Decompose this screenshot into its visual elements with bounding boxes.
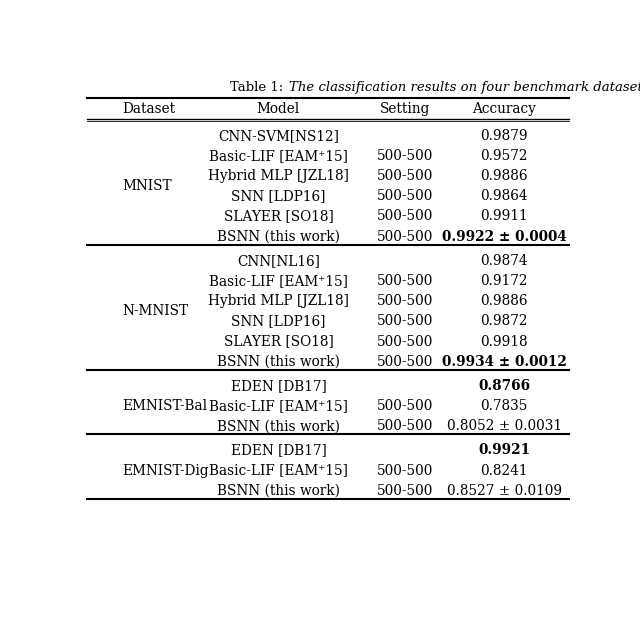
Text: 0.9872: 0.9872 bbox=[481, 314, 528, 328]
Text: 0.9864: 0.9864 bbox=[480, 189, 528, 203]
Text: 500-500: 500-500 bbox=[377, 419, 433, 433]
Text: The classification results on four benchmark datasets.: The classification results on four bench… bbox=[289, 81, 640, 94]
Text: Table 1:: Table 1: bbox=[230, 81, 287, 94]
Text: 500-500: 500-500 bbox=[377, 209, 433, 224]
Text: Basic-LIF [EAM⁺15]: Basic-LIF [EAM⁺15] bbox=[209, 464, 348, 478]
Text: Dataset: Dataset bbox=[122, 102, 175, 116]
Text: SNN [LDP16]: SNN [LDP16] bbox=[231, 189, 326, 203]
Text: EMNIST-Bal: EMNIST-Bal bbox=[122, 399, 207, 413]
Text: 0.9886: 0.9886 bbox=[481, 294, 528, 308]
Text: SLAYER [SO18]: SLAYER [SO18] bbox=[223, 334, 333, 349]
Text: 500-500: 500-500 bbox=[377, 294, 433, 308]
Text: SLAYER [SO18]: SLAYER [SO18] bbox=[223, 209, 333, 224]
Text: Hybrid MLP [JZL18]: Hybrid MLP [JZL18] bbox=[208, 169, 349, 183]
Text: 500-500: 500-500 bbox=[377, 149, 433, 163]
Text: 0.8766: 0.8766 bbox=[478, 379, 530, 393]
Text: Basic-LIF [EAM⁺15]: Basic-LIF [EAM⁺15] bbox=[209, 149, 348, 163]
Text: 500-500: 500-500 bbox=[377, 169, 433, 183]
Text: CNN[NL16]: CNN[NL16] bbox=[237, 254, 320, 268]
Text: 500-500: 500-500 bbox=[377, 399, 433, 413]
Text: 500-500: 500-500 bbox=[377, 334, 433, 349]
Text: BSNN (this work): BSNN (this work) bbox=[217, 419, 340, 433]
Text: 0.9572: 0.9572 bbox=[481, 149, 528, 163]
Text: Model: Model bbox=[257, 102, 300, 116]
Text: 0.9921: 0.9921 bbox=[478, 443, 530, 458]
Text: 0.8241: 0.8241 bbox=[481, 464, 528, 478]
Text: 500-500: 500-500 bbox=[377, 484, 433, 498]
Text: N-MNIST: N-MNIST bbox=[122, 304, 188, 318]
Text: 500-500: 500-500 bbox=[377, 274, 433, 288]
Text: 500-500: 500-500 bbox=[377, 230, 433, 244]
Text: SNN [LDP16]: SNN [LDP16] bbox=[231, 314, 326, 328]
Text: 0.9874: 0.9874 bbox=[480, 254, 528, 268]
Text: Accuracy: Accuracy bbox=[472, 102, 536, 116]
Text: EDEN [DB17]: EDEN [DB17] bbox=[230, 379, 326, 393]
Text: 0.9918: 0.9918 bbox=[480, 334, 528, 349]
Text: EDEN [DB17]: EDEN [DB17] bbox=[230, 443, 326, 458]
Text: 0.9886: 0.9886 bbox=[481, 169, 528, 183]
Text: EMNIST-Dig: EMNIST-Dig bbox=[122, 464, 209, 478]
Text: 0.9934 ± 0.0012: 0.9934 ± 0.0012 bbox=[442, 355, 566, 369]
Text: 0.9922 ± 0.0004: 0.9922 ± 0.0004 bbox=[442, 230, 566, 244]
Text: 500-500: 500-500 bbox=[377, 464, 433, 478]
Text: BSNN (this work): BSNN (this work) bbox=[217, 230, 340, 244]
Text: 500-500: 500-500 bbox=[377, 355, 433, 369]
Text: CNN-SVM[NS12]: CNN-SVM[NS12] bbox=[218, 129, 339, 142]
Text: MNIST: MNIST bbox=[122, 179, 172, 193]
Text: 0.9911: 0.9911 bbox=[480, 209, 528, 224]
Text: Basic-LIF [EAM⁺15]: Basic-LIF [EAM⁺15] bbox=[209, 399, 348, 413]
Text: BSNN (this work): BSNN (this work) bbox=[217, 484, 340, 498]
Text: 0.9879: 0.9879 bbox=[480, 129, 528, 142]
Text: Basic-LIF [EAM⁺15]: Basic-LIF [EAM⁺15] bbox=[209, 274, 348, 288]
Text: 0.8527 ± 0.0109: 0.8527 ± 0.0109 bbox=[447, 484, 562, 498]
Text: BSNN (this work): BSNN (this work) bbox=[217, 355, 340, 369]
Text: 0.8052 ± 0.0031: 0.8052 ± 0.0031 bbox=[447, 419, 561, 433]
Text: 500-500: 500-500 bbox=[377, 314, 433, 328]
Text: 0.7835: 0.7835 bbox=[481, 399, 528, 413]
Text: 0.9172: 0.9172 bbox=[481, 274, 528, 288]
Text: Setting: Setting bbox=[380, 102, 430, 116]
Text: 500-500: 500-500 bbox=[377, 189, 433, 203]
Text: Hybrid MLP [JZL18]: Hybrid MLP [JZL18] bbox=[208, 294, 349, 308]
